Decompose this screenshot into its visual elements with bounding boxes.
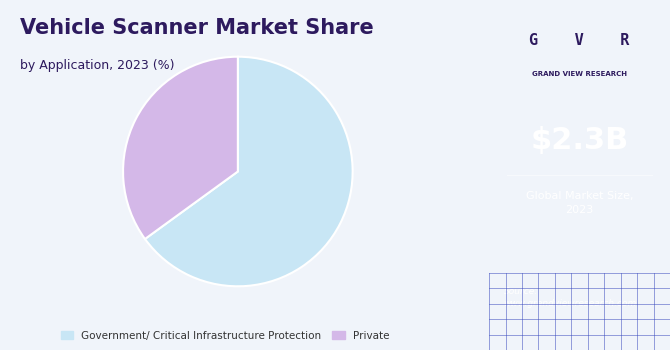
Text: Source:
www.grandviewresearch.com: Source: www.grandviewresearch.com: [504, 287, 636, 308]
Text: Vehicle Scanner Market Share: Vehicle Scanner Market Share: [19, 18, 373, 37]
Wedge shape: [123, 57, 238, 239]
Text: by Application, 2023 (%): by Application, 2023 (%): [19, 60, 174, 72]
Text: G    V    R: G V R: [529, 34, 630, 48]
Text: $2.3B: $2.3B: [531, 126, 628, 154]
Wedge shape: [145, 57, 352, 286]
Text: GRAND VIEW RESEARCH: GRAND VIEW RESEARCH: [532, 71, 627, 77]
Text: Global Market Size,
2023: Global Market Size, 2023: [526, 191, 633, 215]
Legend: Government/ Critical Infrastructure Protection, Private: Government/ Critical Infrastructure Prot…: [56, 327, 393, 345]
